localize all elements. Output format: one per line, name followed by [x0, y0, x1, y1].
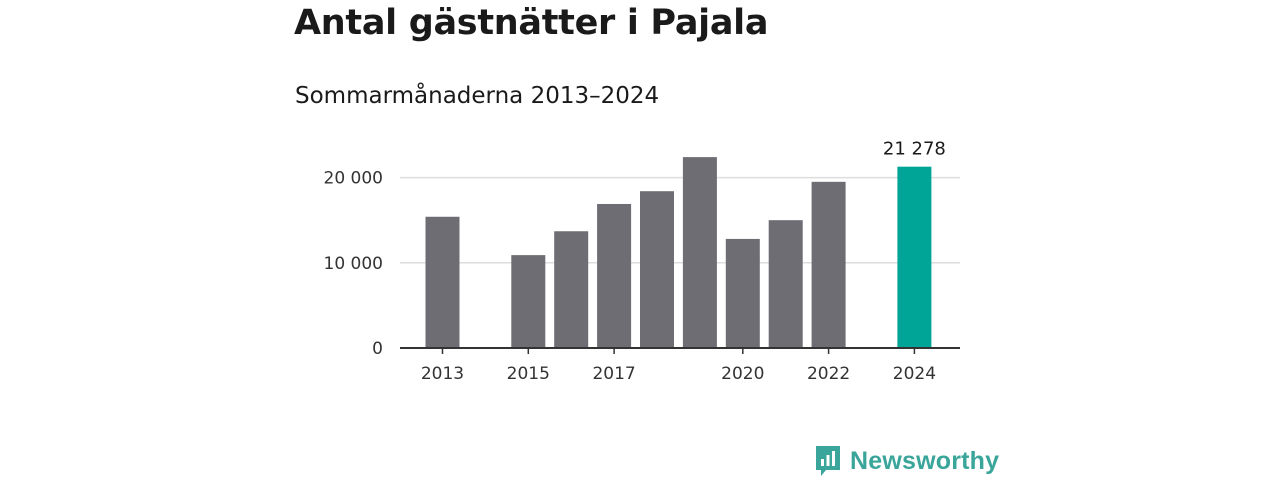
- brand-name: Newsworthy: [850, 446, 1000, 475]
- x-tick-label: 2024: [893, 364, 936, 384]
- x-tick-label: 2020: [721, 364, 764, 384]
- y-axis-ticks: 0 10 000 20 000: [324, 169, 383, 359]
- bar-2020: [725, 238, 760, 348]
- bar-2019: [682, 157, 717, 348]
- x-axis-ticks: 2013 2015 2017 2020 2022 2024: [421, 348, 936, 384]
- y-tick-label: 20 000: [324, 169, 383, 189]
- x-tick-label: 2017: [592, 364, 635, 384]
- chart-subtitle: Sommarmånaderna 2013–2024: [295, 83, 660, 109]
- x-tick-label: 2022: [807, 364, 850, 384]
- gridlines: [400, 176, 960, 264]
- x-tick-label: 2015: [507, 364, 550, 384]
- bar-2018: [640, 191, 674, 348]
- y-tick-label: 0: [372, 339, 383, 359]
- bars: [425, 157, 932, 348]
- y-tick-label: 10 000: [324, 254, 383, 274]
- x-tick-label: 2013: [421, 364, 464, 384]
- bar-chart-speech-bubble-icon: [816, 446, 840, 476]
- brand-logo: Newsworthy: [814, 444, 999, 478]
- data-labels: 21 278: [883, 139, 946, 160]
- chart-title: Antal gästnätter i Pajala: [294, 3, 769, 43]
- bar-2017: [597, 203, 632, 348]
- bar-2016: [554, 231, 589, 348]
- bar-2021: [768, 220, 803, 348]
- bar-2015: [511, 255, 546, 348]
- bar-2024: [897, 166, 932, 348]
- bar-2022: [811, 181, 846, 348]
- data-label-2024: 21 278: [883, 139, 946, 160]
- bar-2013: [425, 216, 460, 348]
